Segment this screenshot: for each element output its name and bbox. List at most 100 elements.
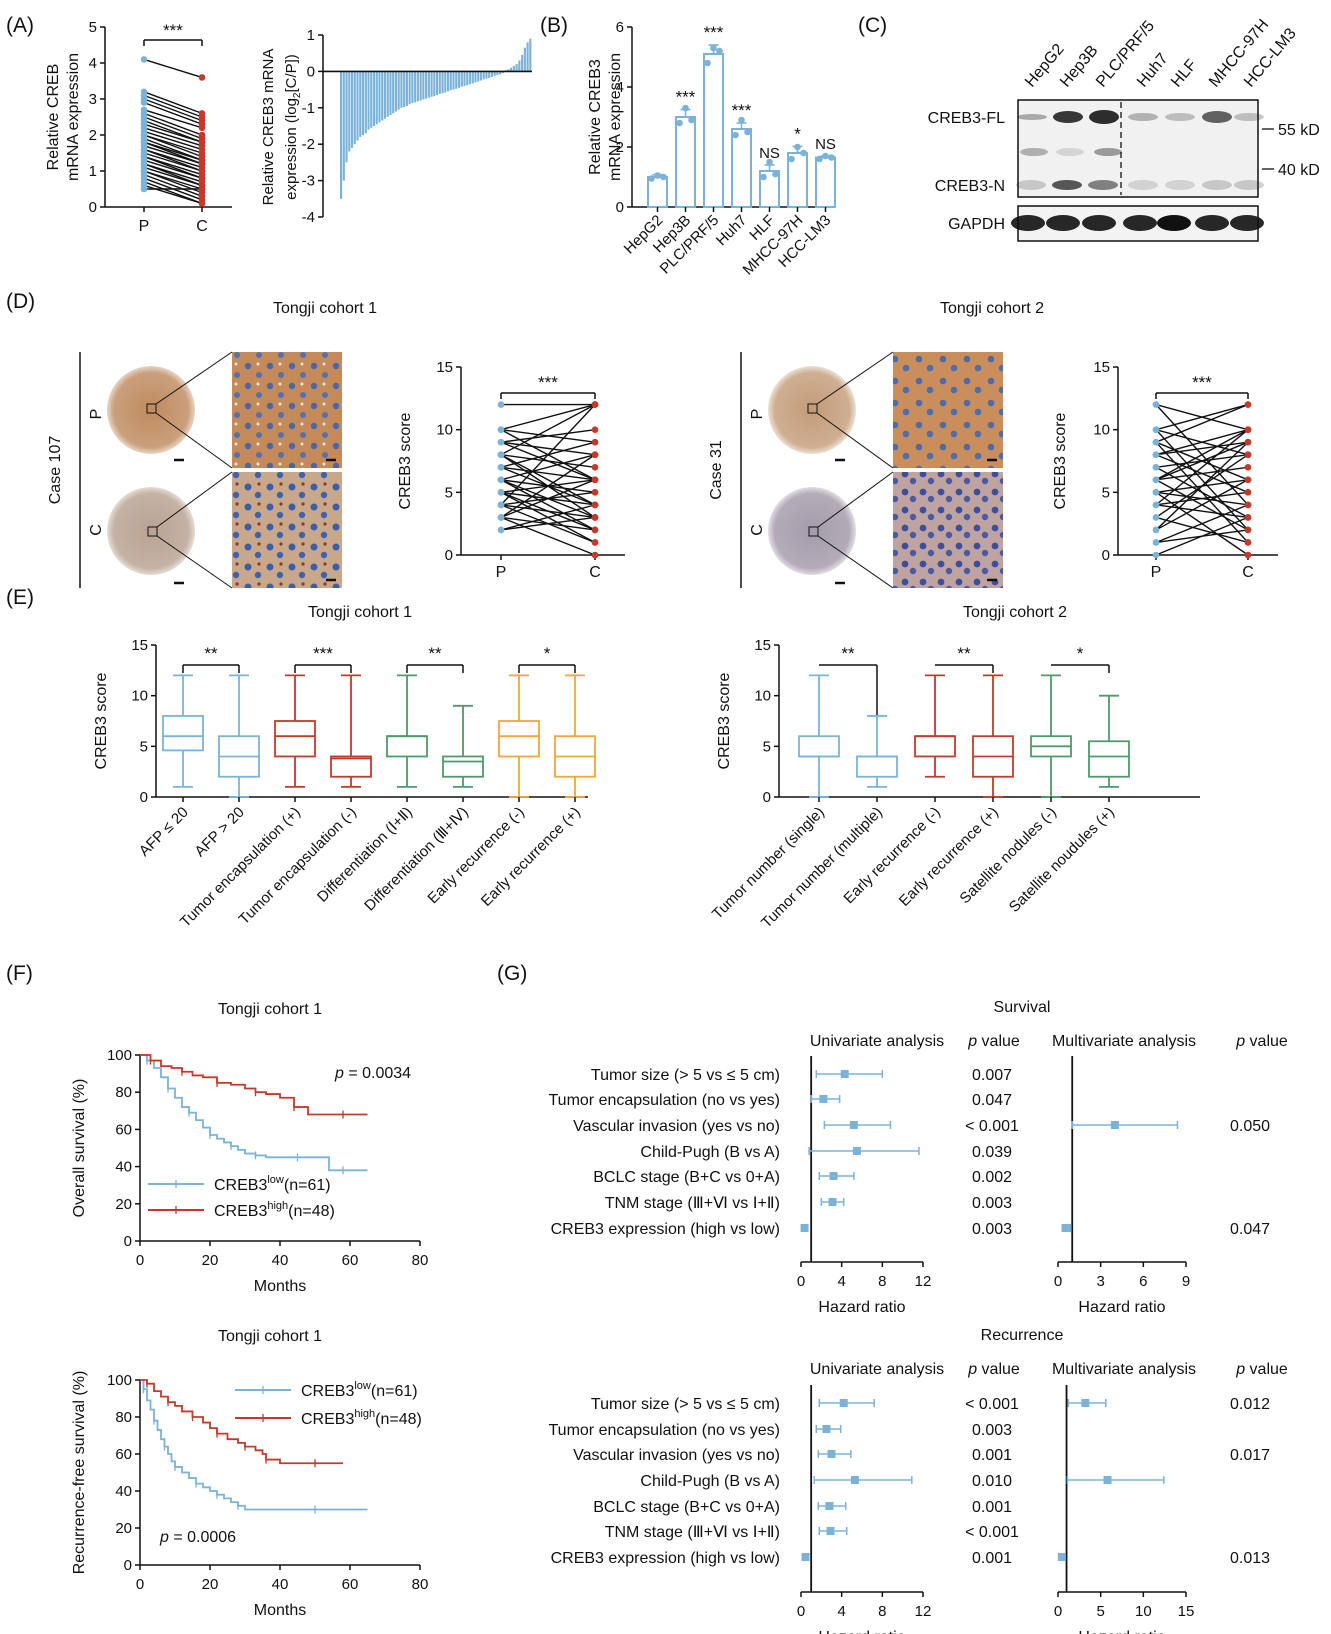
G-rec-uni-xlabel: Hazard ratio xyxy=(818,1629,905,1634)
A-point-p xyxy=(140,56,148,63)
A-right-bar xyxy=(449,71,452,91)
B-y-tick-label: 6 xyxy=(616,19,624,36)
G-surv-uni-pvalue: 0.007 xyxy=(972,1067,1012,1084)
A-left-x-label: C xyxy=(196,218,208,235)
C-band-n xyxy=(1234,180,1264,190)
G-rec-multi-x-tick-label: 5 xyxy=(1096,1603,1104,1620)
D2-tma-c xyxy=(768,487,856,575)
G-surv-uni-hr-point xyxy=(840,1070,849,1078)
E2-y-tick-label: 0 xyxy=(763,789,771,806)
A-pair-line xyxy=(143,101,203,125)
D1-y-tick-label: 5 xyxy=(445,484,453,501)
G-surv-multi-x-tick-label: 9 xyxy=(1182,1273,1190,1290)
A-right-bar xyxy=(529,38,532,72)
F-os-pvalue: p = 0.0034 xyxy=(334,1065,411,1082)
A-right-bar xyxy=(397,71,400,110)
G-rec-multi-hr-point xyxy=(1103,1476,1112,1484)
B-point xyxy=(704,59,711,67)
A-right-bar xyxy=(463,71,466,86)
F-rfs-y-tick-label: 40 xyxy=(115,1483,132,1500)
B-point xyxy=(816,155,823,163)
A-right-bar xyxy=(507,69,510,72)
A-right-bar xyxy=(466,71,469,86)
A-right-bar xyxy=(436,71,439,96)
E1-title: Tongji cohort 1 xyxy=(308,604,412,621)
B-point xyxy=(760,173,767,181)
B-point xyxy=(788,155,795,163)
A-right-bar xyxy=(425,71,428,99)
ylabel-part: expression (log xyxy=(283,98,300,200)
A-right-bar xyxy=(403,71,406,108)
G-rec-title: Recurrence xyxy=(981,1327,1064,1344)
D2-pair-line xyxy=(1155,429,1249,531)
D1-pair-line xyxy=(500,516,596,556)
D1-pair-line xyxy=(500,454,596,481)
A-right-bar xyxy=(361,71,365,136)
A-right-bar xyxy=(430,71,433,97)
G-surv-multi-pvalue: 0.050 xyxy=(1230,1118,1270,1135)
B-sig: *** xyxy=(704,23,724,42)
F-rfs-y-tick-label: 20 xyxy=(115,1520,132,1537)
B-point xyxy=(688,116,695,124)
E2-sig: * xyxy=(1077,644,1084,663)
D2-row-p: P xyxy=(749,409,766,420)
B-point xyxy=(710,44,717,52)
E2-y-tick-label: 15 xyxy=(754,637,771,654)
F-os-y-tick-label: 60 xyxy=(115,1121,132,1138)
F-os-ylabel: Overall survival (%) xyxy=(71,1079,88,1218)
G-rec-uni-hr-point xyxy=(827,1450,836,1458)
G-rec-row-label: CREB3 expression (high vs low) xyxy=(551,1550,780,1567)
D1-point-p xyxy=(497,401,505,408)
G-surv-row-label: Tumor encapsulation (no vs yes) xyxy=(548,1092,780,1109)
G-rec-row-label: BCLC stage (B+C vs 0+A) xyxy=(593,1499,780,1516)
A-right-bar xyxy=(490,71,493,77)
D2-pair-line xyxy=(1155,441,1249,456)
G-rec-uni-pvalue: < 0.001 xyxy=(965,1524,1019,1541)
D2-zoom-line xyxy=(817,535,894,589)
G-surv-uni-pvalue: 0.003 xyxy=(972,1221,1012,1238)
E1-sig: ** xyxy=(204,644,218,663)
A-point-c xyxy=(198,74,206,81)
E1-x-label: Early recurrence (+) xyxy=(478,804,584,910)
D1-point-p xyxy=(497,526,505,534)
A-pair-line xyxy=(143,173,203,197)
D2-point-c xyxy=(1244,438,1252,446)
A-right-bar xyxy=(381,71,384,121)
A-right-bar xyxy=(348,71,351,152)
D1-point-p xyxy=(497,426,505,433)
E2-box xyxy=(798,735,840,758)
F-rfs-x-tick-label: 60 xyxy=(342,1576,359,1593)
G-rec-uni-hr-point xyxy=(801,1553,810,1561)
A-right-bar xyxy=(468,71,472,85)
legend-part: (n=61) xyxy=(371,1383,418,1400)
D1-point-c xyxy=(591,514,599,521)
legend-sup: low xyxy=(267,1174,284,1186)
A-point-c xyxy=(198,185,206,193)
D2-zoom-line xyxy=(816,412,894,469)
D2-x-label: P xyxy=(1151,564,1162,581)
D2-zoom-p xyxy=(893,352,1003,468)
A-pair-line xyxy=(143,94,203,118)
D2-case: Case 31 xyxy=(708,440,725,500)
D2-point-p xyxy=(1152,489,1160,496)
D1-pair-line xyxy=(500,429,596,481)
C-band-gapdh xyxy=(1011,215,1045,231)
D1-point-p xyxy=(497,514,505,521)
B-sig: NS xyxy=(815,136,836,153)
A-right-y-tick-label: -3 xyxy=(302,173,315,190)
C-band-n xyxy=(1052,180,1082,190)
G-rec-uni-pvalue: 0.010 xyxy=(972,1473,1012,1490)
A-right-bar xyxy=(460,71,463,87)
D2-pair-line xyxy=(1155,479,1249,531)
legend-part: (n=61) xyxy=(284,1177,331,1194)
G-rec-uni-x-tick-label: 0 xyxy=(797,1603,805,1620)
D1-tma-p xyxy=(107,366,195,454)
legend-sup: high xyxy=(354,1408,375,1420)
C-band-fl xyxy=(1089,110,1119,124)
E1-y-tick-label: 10 xyxy=(131,688,148,705)
G-surv-pvalue-header: p value xyxy=(967,1033,1020,1050)
D1-pair-line xyxy=(500,403,596,456)
G-rec-multi-xlabel: Hazard ratio xyxy=(1078,1629,1165,1634)
A-pair-line xyxy=(143,123,203,143)
A-pair-line xyxy=(143,112,203,136)
